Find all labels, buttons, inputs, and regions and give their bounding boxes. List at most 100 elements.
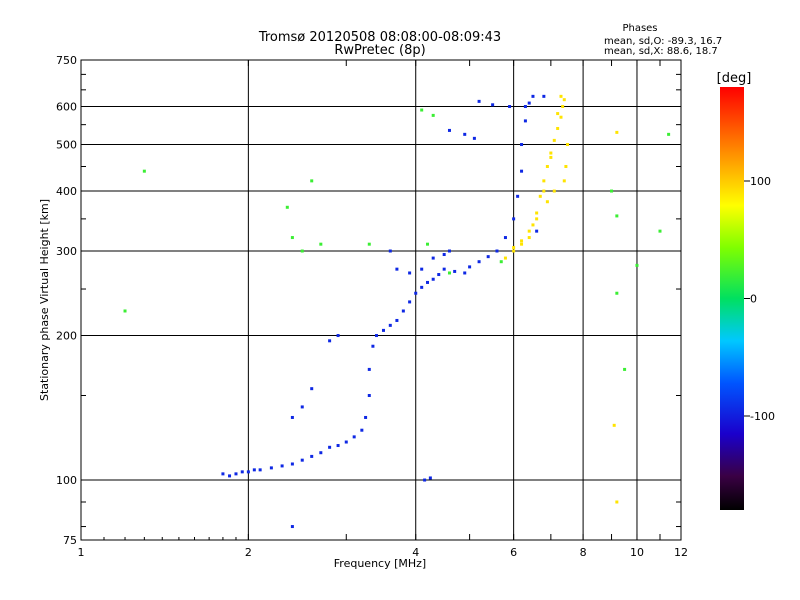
data-point-o [290, 462, 294, 466]
data-point-o [523, 105, 527, 109]
data-point-o [371, 344, 375, 348]
data-point-scatter [447, 271, 451, 275]
y-tick-label: 600 [56, 101, 77, 114]
grid-lines [81, 60, 681, 540]
data-point-o [310, 454, 314, 458]
data-point-x [512, 246, 516, 250]
data-point-x [562, 179, 566, 183]
data-point-x [549, 155, 553, 159]
data-point-scatter [300, 249, 304, 253]
data-point-o [495, 249, 499, 253]
data-point-o [463, 132, 467, 136]
colorbar [720, 87, 744, 510]
data-point-x [561, 105, 565, 109]
data-point-o [290, 525, 294, 529]
data-point-x [552, 138, 556, 142]
data-point-o [508, 105, 512, 109]
y-tick-label: 400 [56, 185, 77, 198]
data-points [123, 94, 671, 529]
data-point-x [612, 423, 616, 427]
data-point-x [538, 194, 542, 198]
data-point-o [512, 217, 516, 221]
data-point-o [280, 464, 284, 468]
data-point-x [556, 126, 560, 130]
x-tick-label: 4 [412, 546, 419, 559]
y-tick-label: 300 [56, 245, 77, 258]
data-point-x [527, 229, 531, 233]
y-axis-label: Stationary phase Virtual Height [km] [38, 199, 51, 401]
data-point-o [503, 236, 507, 240]
data-point-o [468, 265, 472, 269]
data-point-scatter [426, 242, 430, 246]
data-point-x [503, 256, 507, 260]
data-point-o [388, 249, 392, 253]
data-point-x [545, 200, 549, 204]
data-point-scatter [367, 242, 371, 246]
data-point-o [352, 435, 356, 439]
data-point-o [319, 451, 323, 455]
data-point-scatter [615, 291, 619, 295]
colorbar-ticks: 100 0 -100 [744, 175, 775, 423]
data-point-scatter [420, 108, 424, 112]
data-point-o [344, 440, 348, 444]
data-point-scatter [142, 169, 146, 173]
data-point-x [549, 151, 553, 155]
stats-title: Phases [622, 23, 657, 34]
stats-o-line: mean, sd,O: -89.3, 16.7 [604, 36, 722, 47]
data-point-o [420, 267, 424, 271]
data-point-scatter [123, 309, 127, 313]
data-point-scatter [310, 179, 314, 183]
data-point-x [531, 223, 535, 227]
data-point-o [367, 394, 371, 398]
data-point-o [428, 476, 432, 480]
data-point-o [535, 229, 539, 233]
data-point-o [367, 367, 371, 371]
data-point-x [545, 164, 549, 168]
data-point-o [300, 458, 304, 462]
data-point-x [564, 164, 568, 168]
data-point-x [559, 115, 563, 119]
data-point-o [328, 445, 332, 449]
data-point-o [447, 128, 451, 132]
data-point-x [520, 239, 524, 243]
x-tick-label: 8 [580, 546, 587, 559]
data-point-o [300, 405, 304, 409]
data-point-o [395, 267, 399, 271]
data-point-o [246, 470, 250, 474]
colorbar-tick-label: 100 [750, 175, 771, 188]
data-point-scatter [635, 263, 639, 267]
data-point-o [401, 309, 405, 313]
data-point-o [542, 94, 546, 98]
data-point-o [520, 169, 524, 173]
data-point-o [388, 323, 392, 327]
data-point-o [374, 334, 378, 338]
data-point-o [531, 94, 535, 98]
data-point-o [516, 194, 520, 198]
x-tick-label: 12 [674, 546, 688, 559]
data-point-o [269, 466, 273, 470]
data-point-o [328, 339, 332, 343]
data-point-o [258, 468, 262, 472]
data-point-x [556, 112, 560, 116]
data-point-o [423, 478, 427, 482]
x-tick-label: 1 [78, 546, 85, 559]
x-tick-label: 6 [510, 546, 517, 559]
colorbar-label: [deg] [717, 71, 752, 86]
data-point-scatter [290, 236, 294, 240]
data-point-o [336, 444, 340, 448]
chart-subtitle: RwPretec (8p) [334, 43, 425, 58]
data-point-o [408, 271, 412, 275]
data-point-o [360, 428, 364, 432]
x-tick-label: 10 [630, 546, 644, 559]
data-point-o [310, 387, 314, 391]
data-point-x [542, 189, 546, 193]
y-tick-label: 750 [56, 54, 77, 67]
data-point-o [426, 280, 430, 284]
data-point-o [442, 267, 446, 271]
data-point-scatter [431, 113, 435, 117]
data-point-o [472, 136, 476, 140]
data-point-scatter [623, 367, 627, 371]
data-point-scatter [499, 260, 503, 264]
plot-frame [80, 59, 682, 541]
